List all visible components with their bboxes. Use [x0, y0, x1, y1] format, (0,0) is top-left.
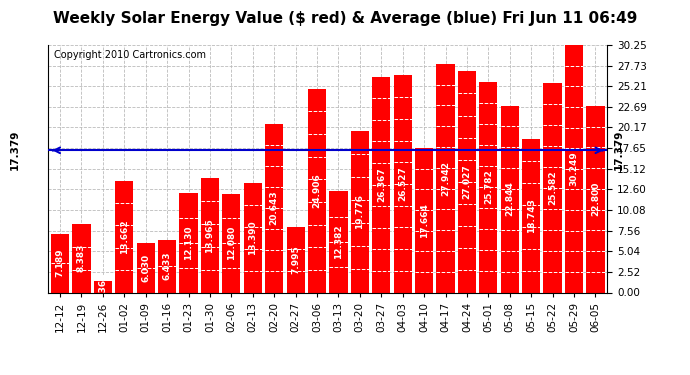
Bar — [94, 281, 112, 292]
Bar — [544, 83, 562, 292]
Text: 12.080: 12.080 — [227, 226, 236, 260]
Bar — [393, 75, 412, 292]
Bar — [522, 139, 540, 292]
Text: Weekly Solar Energy Value ($ red) & Average (blue) Fri Jun 11 06:49: Weekly Solar Energy Value ($ red) & Aver… — [53, 11, 637, 26]
Text: 6.433: 6.433 — [163, 252, 172, 280]
Text: 17.379: 17.379 — [10, 130, 20, 171]
Text: 27.027: 27.027 — [462, 165, 471, 199]
Text: 17.379: 17.379 — [613, 130, 623, 171]
Text: 22.844: 22.844 — [505, 182, 514, 216]
Bar — [222, 194, 241, 292]
Text: 24.906: 24.906 — [313, 173, 322, 208]
Bar — [458, 71, 476, 292]
Bar — [565, 45, 583, 292]
Bar — [501, 106, 519, 292]
Bar — [437, 64, 455, 292]
Bar — [158, 240, 176, 292]
Text: 27.942: 27.942 — [441, 161, 450, 196]
Text: 7.995: 7.995 — [291, 245, 300, 274]
Bar — [415, 148, 433, 292]
Bar — [179, 193, 197, 292]
Bar — [201, 178, 219, 292]
Text: 22.800: 22.800 — [591, 182, 600, 216]
Text: 7.189: 7.189 — [56, 249, 65, 278]
Text: 13.965: 13.965 — [206, 218, 215, 253]
Bar — [265, 124, 284, 292]
Bar — [286, 227, 305, 292]
Bar — [72, 224, 90, 292]
Text: Copyright 2010 Cartronics.com: Copyright 2010 Cartronics.com — [54, 50, 206, 60]
Text: 25.782: 25.782 — [484, 170, 493, 204]
Text: 18.743: 18.743 — [526, 198, 535, 233]
Bar — [351, 131, 369, 292]
Text: 20.643: 20.643 — [270, 191, 279, 225]
Bar — [308, 89, 326, 292]
Text: 17.664: 17.664 — [420, 203, 428, 238]
Text: 19.776: 19.776 — [355, 194, 364, 229]
Text: 6.030: 6.030 — [141, 254, 150, 282]
Bar — [51, 234, 69, 292]
Text: 13.390: 13.390 — [248, 220, 257, 255]
Bar — [586, 106, 604, 292]
Text: 26.367: 26.367 — [377, 167, 386, 202]
Bar — [137, 243, 155, 292]
Text: 8.383: 8.383 — [77, 244, 86, 272]
Text: 12.130: 12.130 — [184, 226, 193, 260]
Text: 12.382: 12.382 — [334, 225, 343, 259]
Text: 30.249: 30.249 — [569, 152, 578, 186]
Text: 1.364: 1.364 — [99, 273, 108, 301]
Bar — [244, 183, 262, 292]
Text: 26.527: 26.527 — [398, 166, 407, 201]
Text: 13.662: 13.662 — [120, 219, 129, 254]
Bar — [372, 77, 391, 292]
Bar — [329, 191, 348, 292]
Bar — [115, 181, 133, 292]
Bar — [480, 81, 497, 292]
Text: 25.582: 25.582 — [548, 171, 557, 205]
